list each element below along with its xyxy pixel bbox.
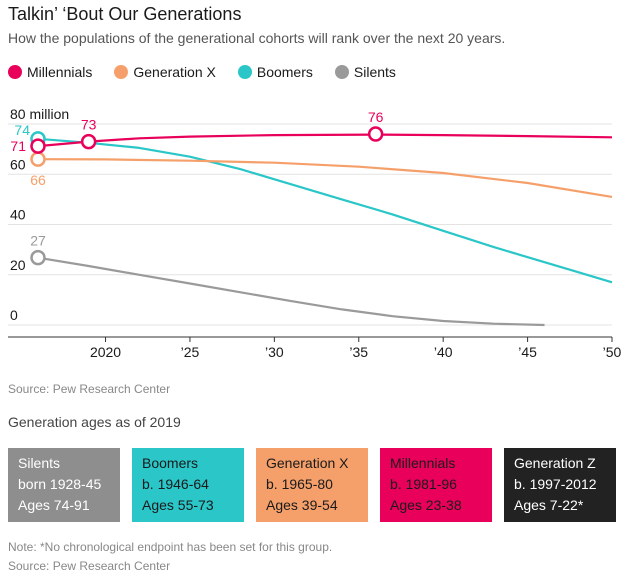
- data-point-marker: [30, 249, 46, 266]
- generation-box-generation-z: Generation Z b. 1997-2012 Ages 7-22*: [504, 448, 616, 522]
- generation-born: b. 1981-96: [390, 476, 457, 492]
- legend-item-silents: Silents: [334, 64, 396, 80]
- legend-swatch: [237, 65, 252, 79]
- generation-name: Generation X: [266, 455, 349, 471]
- generation-born: born 1928-45: [18, 476, 102, 492]
- ages-heading: Generation ages as of 2019: [8, 414, 181, 430]
- generation-name: Silents: [18, 455, 61, 471]
- generation-born: b. 1997-2012: [514, 476, 597, 492]
- x-tick-label: 2020: [90, 344, 121, 360]
- generation-ages: Ages 7-22*: [514, 497, 584, 513]
- legend-item-boomers: Boomers: [237, 64, 313, 80]
- series-line-boomers: [37, 137, 613, 284]
- data-label: 66: [30, 172, 46, 188]
- data-label: 74: [14, 122, 30, 138]
- data-point-marker: [367, 126, 384, 142]
- generation-name: Boomers: [142, 455, 199, 471]
- y-tick-label: 60: [10, 156, 26, 172]
- legend-label: Boomers: [256, 64, 313, 80]
- generation-box-millennials: Millennials b. 1981-96 Ages 23-38: [380, 448, 492, 522]
- generation-born: b. 1965-80: [266, 476, 333, 492]
- data-label: 27: [30, 233, 46, 249]
- legend-label: Silents: [353, 64, 396, 80]
- footnote: Note: *No chronological endpoint has bee…: [8, 540, 333, 554]
- generation-box-generation-x: Generation X b. 1965-80 Ages 39-54: [256, 448, 368, 522]
- y-tick-label: 0: [10, 307, 18, 323]
- generation-ages: Ages 74-91: [18, 497, 90, 513]
- data-label: 76: [368, 109, 384, 125]
- generation-box-silents: Silents born 1928-45 Ages 74-91: [8, 448, 120, 522]
- chart-title: Talkin’ ‘Bout Our Generations: [8, 4, 242, 24]
- legend-item-generation-x: Generation X: [114, 64, 216, 80]
- generation-ages: Ages 23-38: [390, 497, 462, 513]
- y-tick-label: 80 million: [10, 106, 69, 122]
- x-tick-label: ’50: [603, 344, 622, 360]
- legend-swatch: [334, 65, 349, 79]
- data-point-marker: [30, 151, 46, 167]
- chart-subtitle: How the populations of the generational …: [8, 30, 506, 46]
- generation-box-boomers: Boomers b. 1946-64 Ages 55-73: [132, 448, 244, 522]
- x-tick-label: ’35: [349, 344, 368, 360]
- x-tick-label: ’25: [181, 344, 200, 360]
- generation-name: Generation Z: [514, 455, 596, 471]
- legend-label: Generation X: [133, 64, 216, 80]
- data-point-marker: [30, 138, 46, 154]
- x-tick-label: ’30: [265, 344, 284, 360]
- legend-label: Millennials: [27, 64, 93, 80]
- legend-swatch: [114, 65, 129, 79]
- generation-ages: Ages 39-54: [266, 497, 338, 513]
- data-label: 73: [81, 117, 97, 133]
- series-line-generation-x: [37, 158, 613, 198]
- generation-name: Millennials: [390, 455, 456, 471]
- line-chart: 80 million 60 40 20 0 2020 ’25 ’30 ’35 ’40 ’45 ’50 7…: [8, 106, 622, 360]
- series-line-silents: [37, 256, 545, 327]
- x-tick-label: ’40: [434, 344, 453, 360]
- generation-boxes: Silents born 1928-45 Ages 74-91 Boomers …: [8, 448, 616, 522]
- generation-born: b. 1946-64: [142, 476, 209, 492]
- y-tick-label: 40: [10, 207, 26, 223]
- footer-source: Source: Pew Research Center: [8, 559, 171, 573]
- legend-item-millennials: Millennials: [8, 64, 92, 80]
- legend: Millennials Generation X Boomers Silents: [8, 64, 396, 80]
- series-line-millennials: [37, 133, 613, 148]
- data-label: 71: [10, 138, 26, 154]
- data-point-marker: [80, 133, 97, 150]
- y-tick-label: 20: [10, 257, 26, 273]
- x-tick-label: ’45: [518, 344, 537, 360]
- chart-source: Source: Pew Research Center: [8, 382, 171, 396]
- legend-swatch: [8, 65, 22, 79]
- generation-ages: Ages 55-73: [142, 497, 214, 513]
